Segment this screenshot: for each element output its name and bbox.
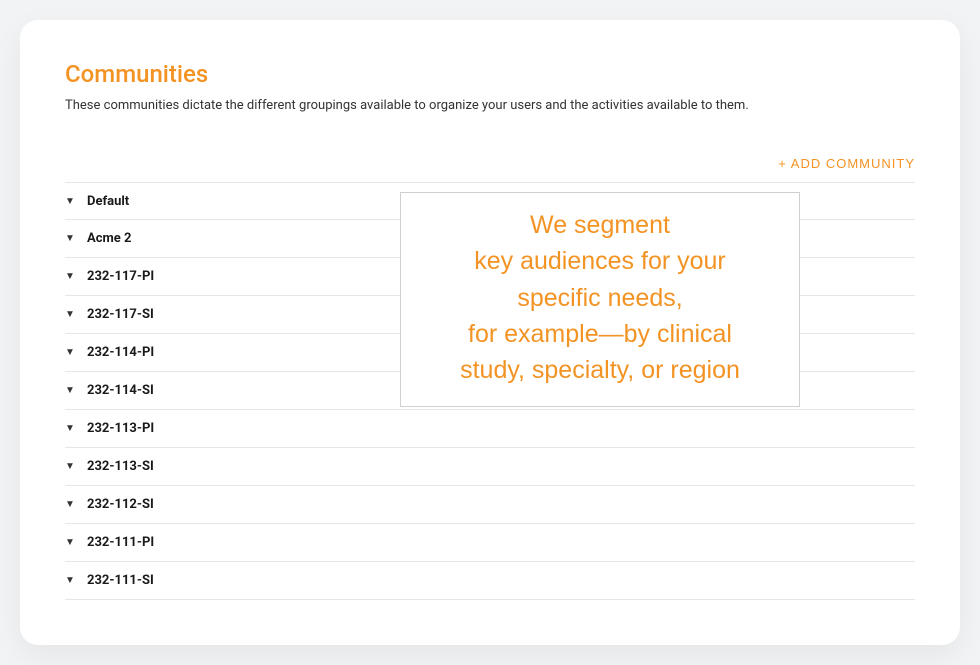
callout-line: specific needs, <box>517 284 682 312</box>
community-label: 232-111-SI <box>87 573 154 588</box>
page-description: These communities dictate the different … <box>65 98 915 113</box>
chevron-down-icon: ▼ <box>65 499 75 510</box>
community-label: 232-114-PI <box>87 345 154 360</box>
chevron-down-icon: ▼ <box>65 575 75 586</box>
chevron-down-icon: ▼ <box>65 385 75 396</box>
callout-line: key audiences for your <box>474 247 726 275</box>
chevron-down-icon: ▼ <box>65 309 75 320</box>
chevron-down-icon: ▼ <box>65 271 75 282</box>
chevron-down-icon: ▼ <box>65 423 75 434</box>
community-row[interactable]: ▼ 232-113-PI <box>65 410 915 448</box>
community-label: Acme 2 <box>87 231 131 246</box>
community-label: 232-117-PI <box>87 269 154 284</box>
community-label: 232-114-SI <box>87 383 154 398</box>
chevron-down-icon: ▼ <box>65 196 75 207</box>
callout-text: We segment key audiences for your specif… <box>423 207 777 388</box>
chevron-down-icon: ▼ <box>65 347 75 358</box>
community-label: 232-111-PI <box>87 535 154 550</box>
chevron-down-icon: ▼ <box>65 461 75 472</box>
callout-line: We segment <box>530 211 670 239</box>
community-label: 232-113-SI <box>87 459 154 474</box>
actions-bar: + ADD COMMUNITY <box>65 153 915 172</box>
page-title: Communities <box>65 60 915 88</box>
callout-line: for example—by clinical <box>468 320 732 348</box>
callout-overlay: We segment key audiences for your specif… <box>400 192 800 407</box>
community-row[interactable]: ▼ 232-113-SI <box>65 448 915 486</box>
community-row[interactable]: ▼ 232-111-PI <box>65 524 915 562</box>
communities-card: Communities These communities dictate th… <box>20 20 960 645</box>
community-label: 232-113-PI <box>87 421 154 436</box>
community-label: Default <box>87 194 129 209</box>
community-label: 232-117-SI <box>87 307 154 322</box>
community-label: 232-112-SI <box>87 497 154 512</box>
community-row[interactable]: ▼ 232-112-SI <box>65 486 915 524</box>
callout-line: study, specialty, or region <box>460 356 740 384</box>
add-community-button[interactable]: + ADD COMMUNITY <box>778 156 915 171</box>
community-row[interactable]: ▼ 232-111-SI <box>65 562 915 600</box>
chevron-down-icon: ▼ <box>65 233 75 244</box>
chevron-down-icon: ▼ <box>65 537 75 548</box>
